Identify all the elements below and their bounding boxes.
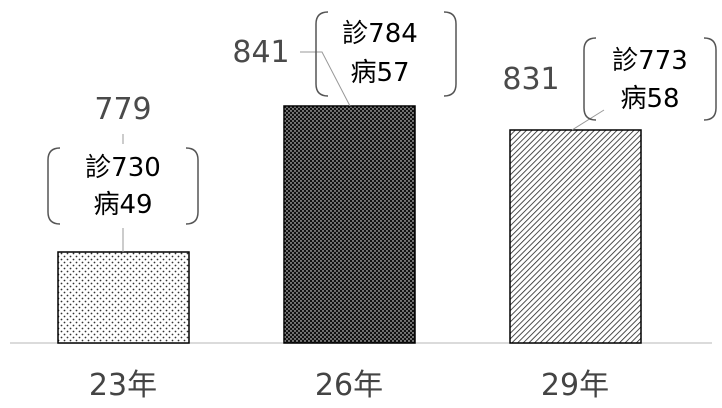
leader-line-29 <box>571 109 605 131</box>
bracket-right-23 <box>185 147 199 225</box>
bar-group-26: 841 診784 病57 26年 <box>232 11 457 403</box>
category-label-23: 23年 <box>89 368 157 403</box>
bracket-left-23 <box>47 147 61 225</box>
bar-26 <box>283 105 416 344</box>
breakdown-hospital-23: 病49 <box>93 190 152 220</box>
leader-line-26 <box>300 51 351 107</box>
breakdown-clinic-29: 診773 <box>612 46 688 76</box>
bracket-left-29 <box>583 37 597 121</box>
bracket-right-29 <box>703 37 717 121</box>
data-label-total-23: 779 <box>94 92 151 127</box>
breakdown-hospital-29: 病58 <box>620 84 679 114</box>
bracket-left-26 <box>315 11 329 97</box>
category-label-26: 26年 <box>315 368 383 403</box>
bar-29 <box>509 129 642 344</box>
breakdown-clinic-26: 診784 <box>342 19 418 49</box>
bar-23 <box>57 251 190 344</box>
bracket-right-26 <box>443 11 457 97</box>
breakdown-hospital-26: 病57 <box>350 58 409 88</box>
data-label-total-29: 831 <box>502 62 559 97</box>
bar-group-29: 831 診773 病58 29年 <box>502 37 717 403</box>
breakdown-clinic-23: 診730 <box>85 153 161 183</box>
data-label-total-26: 841 <box>232 35 289 70</box>
bar-group-23: 779 診730 病49 23年 <box>47 92 199 403</box>
category-label-29: 29年 <box>541 368 609 403</box>
